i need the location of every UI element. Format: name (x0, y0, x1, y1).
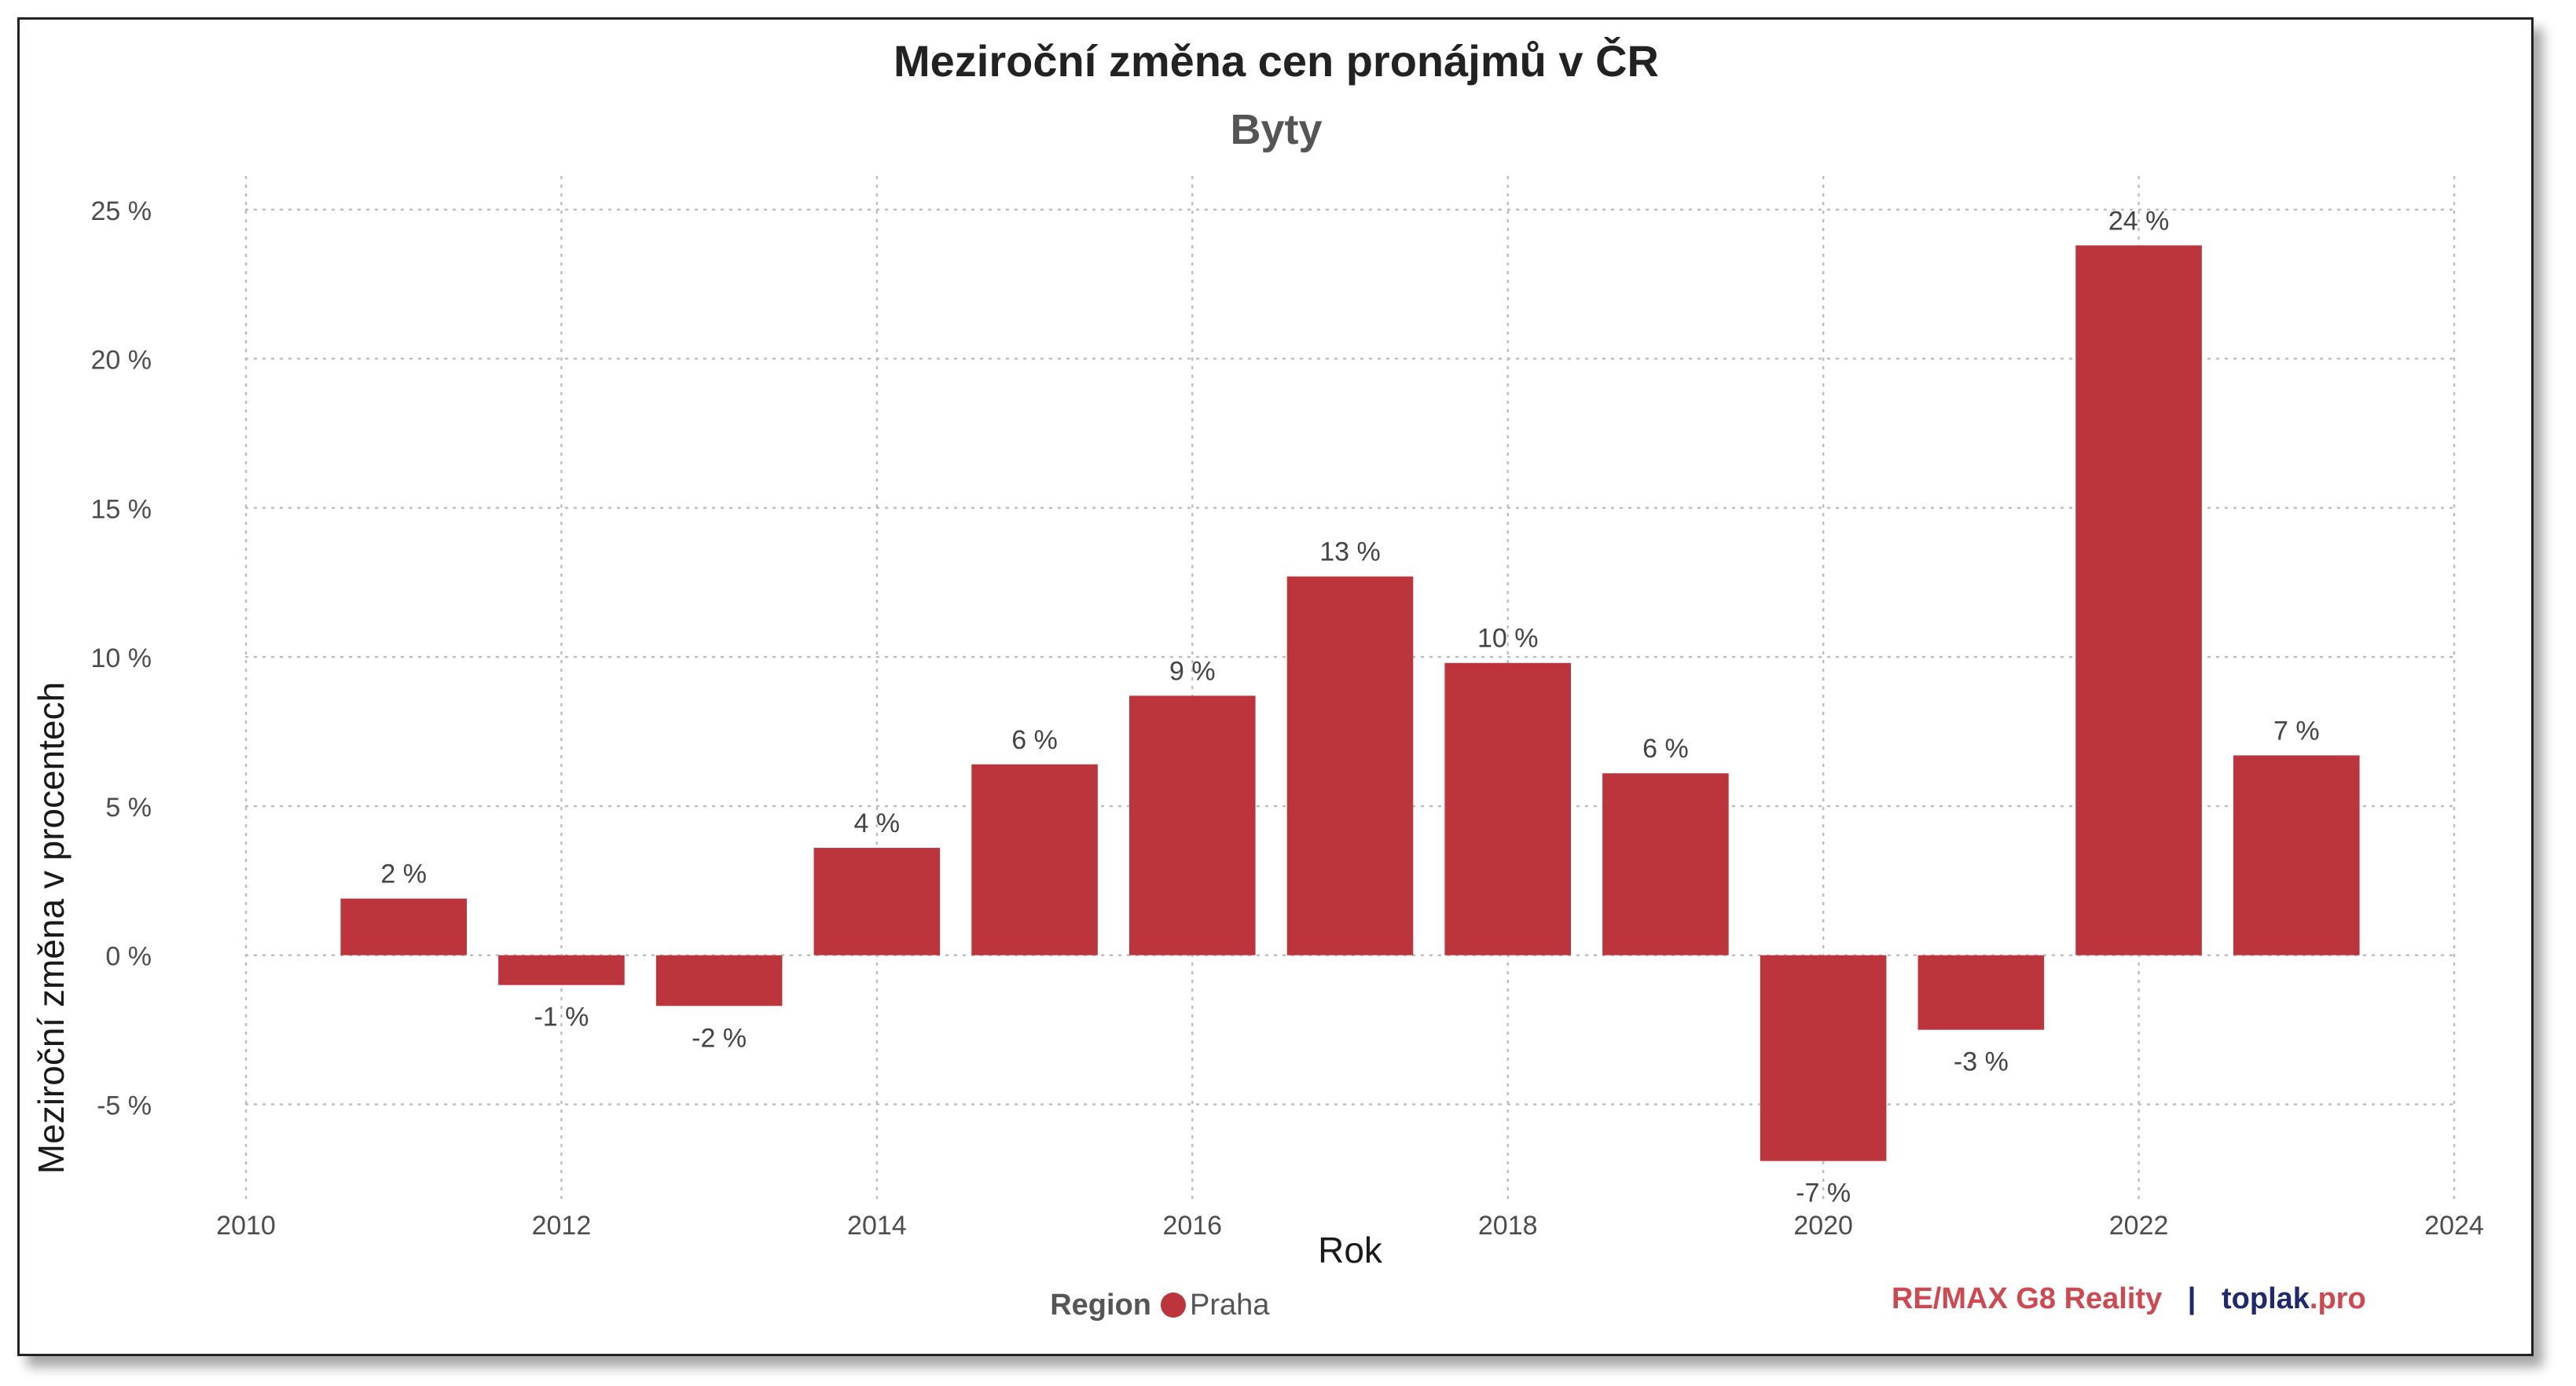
x-tick-label: 2022 (2109, 1211, 2169, 1241)
bar-2021 (1917, 955, 2045, 1030)
data-label-2019: 6 % (1642, 734, 1689, 764)
bar-2018 (1444, 662, 1571, 955)
bar-2022 (2075, 245, 2202, 955)
x-tick-label: 2024 (2424, 1211, 2484, 1241)
chart-frame: Meziroční změna cen pronájmů v ČR Byty -… (17, 17, 2534, 1356)
data-label-2018: 10 % (1477, 624, 1539, 654)
bar-2023 (2233, 755, 2360, 955)
y-axis-title: Meziroční změna v procentech (31, 682, 72, 1174)
y-tick-label: 15 % (91, 494, 152, 524)
bar-chart: Meziroční změna cen pronájmů v ČR Byty -… (31, 36, 2484, 1322)
x-tick-label: 2020 (1793, 1211, 1853, 1241)
brand-credit: RE/MAX G8 Reality | toplak.pro (1892, 1282, 2366, 1315)
bar-2012 (498, 955, 625, 985)
data-label-2014: 4 % (854, 808, 901, 838)
bar-2017 (1286, 576, 1414, 955)
x-tick-label: 2016 (1162, 1211, 1222, 1241)
x-axis-ticks: 2010 2012 2014 2016 2018 2020 2022 2024 (216, 1211, 2484, 1241)
x-tick-label: 2012 (532, 1211, 592, 1241)
data-label-2023: 7 % (2273, 716, 2320, 746)
x-tick-label: 2014 (847, 1211, 907, 1241)
bar-2016 (1129, 695, 1256, 955)
data-label-2022: 24 % (2108, 206, 2170, 236)
bar-2020 (1760, 955, 1887, 1161)
y-tick-label: -5 % (97, 1091, 152, 1121)
bar-data-labels: 2 % -1 % -2 % 4 % 6 % 9 % 13 % 10 % 6 % -7 % -3 % 2… (380, 206, 2319, 1208)
x-tick-label: 2010 (216, 1211, 276, 1241)
data-label-2020: -7 % (1796, 1179, 1851, 1208)
brand-separator: | (2188, 1282, 2196, 1315)
bar-2011 (340, 898, 467, 955)
chart-title: Meziroční změna cen pronájmů v ČR (894, 36, 1659, 86)
bar-2013 (655, 955, 783, 1006)
bar-2014 (813, 848, 941, 955)
brand-toplak: toplak (2222, 1282, 2310, 1315)
data-label-2012: -1 % (534, 1003, 589, 1032)
x-axis-title: Rok (1318, 1230, 1383, 1270)
y-tick-label: 20 % (91, 346, 152, 376)
y-axis-ticks: -5 % 0 % 5 % 10 % 15 % 20 % 25 % (91, 196, 152, 1121)
bars (340, 245, 2360, 1161)
x-tick-label: 2018 (1478, 1211, 1538, 1241)
brand-toplak-domain: .pro (2310, 1282, 2366, 1315)
data-label-2017: 13 % (1319, 537, 1381, 567)
y-tick-label: 25 % (91, 196, 152, 226)
data-label-2013: -2 % (692, 1023, 747, 1053)
bar-2015 (971, 764, 1098, 955)
y-tick-label: 0 % (105, 942, 152, 972)
data-label-2011: 2 % (380, 860, 427, 889)
chart-subtitle: Byty (1230, 106, 1322, 153)
bar-2019 (1602, 773, 1729, 955)
legend-label: Praha (1190, 1289, 1270, 1322)
brand-remax: RE/MAX G8 Reality (1892, 1282, 2162, 1315)
y-tick-label: 10 % (91, 644, 152, 673)
data-label-2021: -3 % (1954, 1047, 2009, 1077)
y-tick-label: 5 % (105, 793, 152, 823)
data-label-2016: 9 % (1169, 656, 1216, 686)
legend-title: Region (1050, 1289, 1151, 1322)
legend: Region Praha (1050, 1289, 1270, 1322)
legend-swatch (1161, 1292, 1186, 1318)
data-label-2015: 6 % (1011, 725, 1058, 755)
